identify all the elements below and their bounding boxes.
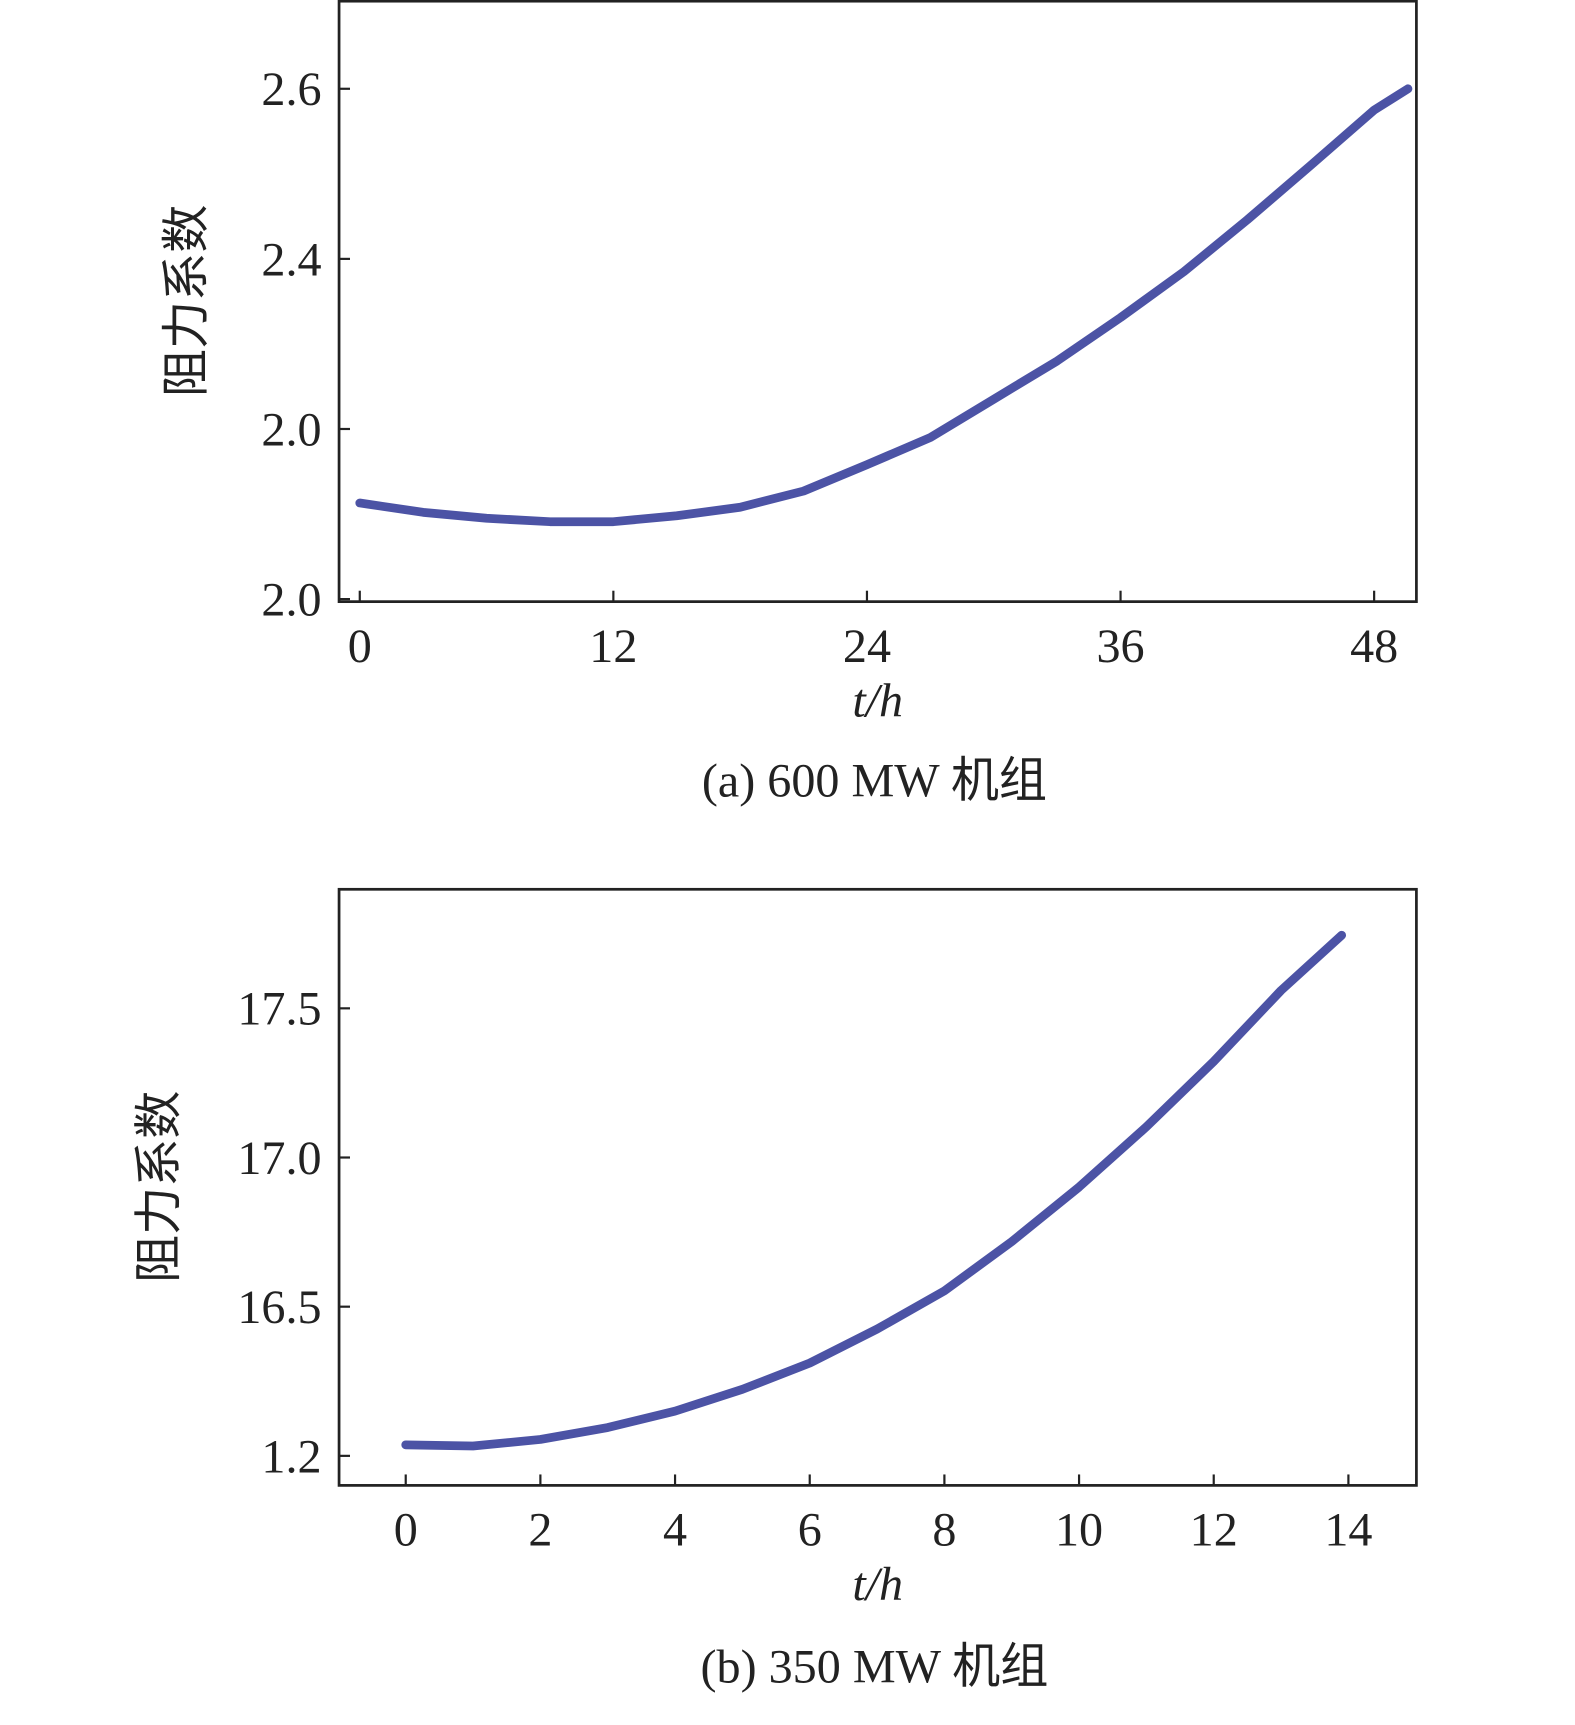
y-tick-label: 1.2 bbox=[261, 1430, 321, 1483]
data-line bbox=[355, 84, 1413, 527]
y-tick-label: 17.5 bbox=[237, 983, 321, 1036]
x-tick-label: 36 bbox=[1096, 620, 1144, 673]
plot-frame bbox=[337, 0, 1418, 604]
x-tick-label: 14 bbox=[1324, 1504, 1372, 1557]
caption: (a) 600 MW 机组 bbox=[702, 754, 1047, 807]
y-tick-label: 2.0 bbox=[261, 403, 321, 456]
x-axis-label: t/h bbox=[852, 1558, 903, 1611]
plot-frame bbox=[337, 887, 1418, 1487]
data-line bbox=[401, 930, 1347, 1451]
x-tick-label: 6 bbox=[798, 1504, 822, 1557]
y-axis-label: 阻力系数 bbox=[133, 1091, 186, 1283]
x-tick-label: 0 bbox=[394, 1504, 418, 1557]
y-tick-label: 2.4 bbox=[261, 233, 321, 286]
y-axis-label: 阻力系数 bbox=[160, 205, 213, 397]
y-tick-label: 2.0 bbox=[261, 573, 321, 626]
x-tick-label: 4 bbox=[663, 1504, 687, 1557]
x-axis-label: t/h bbox=[852, 674, 903, 727]
y-tick-label: 2.6 bbox=[261, 63, 321, 116]
x-tick-label: 2 bbox=[528, 1504, 552, 1557]
y-tick-label: 16.5 bbox=[237, 1281, 321, 1334]
x-tick-label: 12 bbox=[589, 620, 637, 673]
caption: (b) 350 MW 机组 bbox=[701, 1640, 1049, 1693]
x-tick-label: 48 bbox=[1350, 620, 1398, 673]
y-tick-label: 17.0 bbox=[237, 1132, 321, 1185]
x-tick-label: 10 bbox=[1055, 1504, 1103, 1557]
x-tick-label: 0 bbox=[348, 620, 372, 673]
x-tick-label: 24 bbox=[843, 620, 891, 673]
x-tick-label: 8 bbox=[932, 1504, 956, 1557]
x-tick-label: 12 bbox=[1190, 1504, 1238, 1557]
